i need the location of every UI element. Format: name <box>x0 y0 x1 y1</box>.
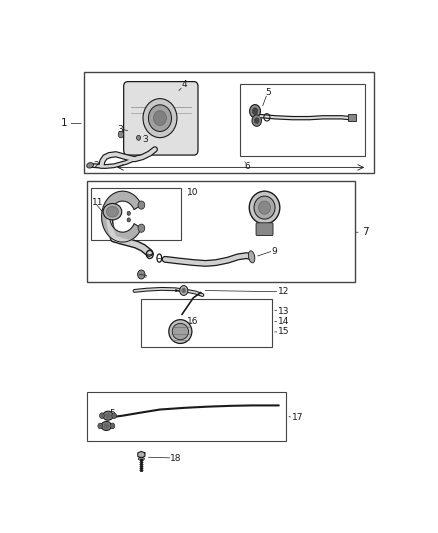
Circle shape <box>98 423 102 429</box>
Polygon shape <box>138 451 145 458</box>
Circle shape <box>138 270 145 279</box>
Circle shape <box>180 286 188 295</box>
Bar <box>141 298 272 347</box>
Ellipse shape <box>103 411 113 420</box>
Ellipse shape <box>258 201 271 214</box>
Ellipse shape <box>101 422 111 431</box>
Text: 16: 16 <box>187 317 198 326</box>
Ellipse shape <box>154 111 166 126</box>
Text: 2: 2 <box>93 161 99 170</box>
Ellipse shape <box>169 320 192 343</box>
Ellipse shape <box>172 324 188 340</box>
Text: 13: 13 <box>278 306 290 316</box>
Circle shape <box>137 135 141 140</box>
Ellipse shape <box>248 251 255 263</box>
Bar <box>87 392 286 441</box>
Text: 3: 3 <box>142 134 148 143</box>
Text: 6: 6 <box>244 162 250 171</box>
Bar <box>348 114 356 120</box>
FancyBboxPatch shape <box>124 82 198 155</box>
Circle shape <box>118 131 124 138</box>
Circle shape <box>252 108 258 115</box>
Text: 3: 3 <box>117 125 123 134</box>
Circle shape <box>127 211 131 215</box>
Ellipse shape <box>138 457 145 461</box>
Circle shape <box>138 201 145 209</box>
Text: 10: 10 <box>187 188 199 197</box>
Text: 15: 15 <box>278 327 290 336</box>
Bar <box>87 181 355 282</box>
Text: 1: 1 <box>61 118 67 128</box>
Circle shape <box>110 423 115 429</box>
Text: 11: 11 <box>92 198 104 207</box>
Ellipse shape <box>106 206 118 217</box>
Bar <box>91 188 181 240</box>
Circle shape <box>182 288 186 293</box>
Text: 5: 5 <box>109 409 115 418</box>
Circle shape <box>254 118 259 124</box>
Ellipse shape <box>103 204 122 220</box>
Bar <box>84 72 374 173</box>
Text: 12: 12 <box>278 287 290 296</box>
Circle shape <box>138 224 145 232</box>
Text: 5: 5 <box>265 88 271 97</box>
Polygon shape <box>102 191 141 242</box>
Text: 4: 4 <box>181 80 187 89</box>
Text: 18: 18 <box>170 454 182 463</box>
Ellipse shape <box>148 105 172 132</box>
Bar <box>240 84 365 156</box>
Text: 8: 8 <box>261 199 267 208</box>
Text: 17: 17 <box>292 413 303 422</box>
Circle shape <box>127 218 131 222</box>
Text: 9: 9 <box>271 247 277 256</box>
Ellipse shape <box>104 423 109 429</box>
Text: 7: 7 <box>362 227 369 237</box>
Circle shape <box>250 104 261 118</box>
FancyBboxPatch shape <box>256 223 273 236</box>
Ellipse shape <box>254 196 275 219</box>
Ellipse shape <box>105 413 111 418</box>
Ellipse shape <box>249 191 280 224</box>
Ellipse shape <box>87 163 93 168</box>
Circle shape <box>252 115 261 126</box>
Circle shape <box>112 413 117 418</box>
Circle shape <box>99 413 104 418</box>
Text: 14: 14 <box>278 317 290 326</box>
Ellipse shape <box>143 99 177 138</box>
